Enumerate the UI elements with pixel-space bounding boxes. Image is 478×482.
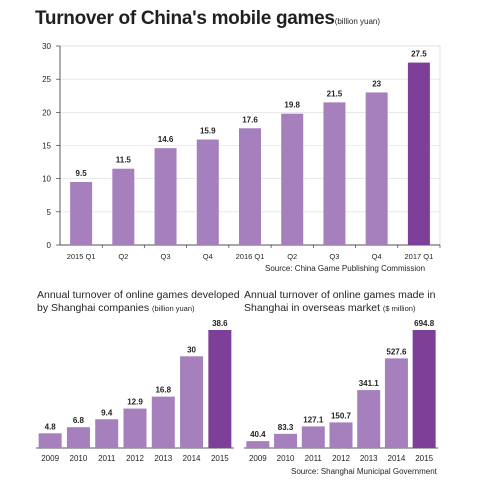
bar (70, 181, 93, 245)
bar-value-label: 341.1 (359, 379, 380, 388)
main-chart-source: Source: China Game Publishing Commission (265, 264, 426, 273)
bar (66, 427, 90, 448)
bar (384, 358, 408, 448)
bar (365, 92, 388, 245)
bar (95, 419, 119, 448)
bar (329, 422, 353, 448)
x-tick-label: 2017 Q1 (404, 252, 433, 261)
y-tick-label: 5 (47, 208, 52, 217)
main-bar-chart: 0 5 10 15 20 25 30 9.5 2015 Q1 11.5 Q2 14.6 Q3 15.9 Q4… (42, 42, 441, 261)
x-tick-label: 2015 (211, 454, 229, 463)
x-tick-label: 2016 Q1 (236, 252, 265, 261)
bar (301, 426, 325, 448)
x-tick-label: Q2 (118, 252, 128, 261)
x-tick-label: 2015 Q1 (67, 252, 96, 261)
right-chart-unit: ($ million) (382, 304, 416, 313)
bar-value-label: 15.9 (200, 127, 216, 136)
x-tick-label: 2010 (277, 454, 295, 463)
bar-value-label: 127.1 (303, 415, 324, 424)
left-bar-chart: 4.8 2009 6.8 2010 9.4 2011 12.9 2012 16.8 2013 30 2… (36, 319, 234, 463)
x-tick-label: 2009 (41, 454, 59, 463)
bar (274, 433, 298, 448)
bar-value-label: 527.6 (386, 347, 407, 356)
bar-value-label: 38.6 (212, 319, 228, 328)
bar-value-label: 6.8 (73, 416, 85, 425)
bar-value-label: 40.4 (250, 430, 266, 439)
x-tick-label: 2011 (305, 454, 323, 463)
bar-value-label: 21.5 (327, 89, 343, 98)
bar-value-label: 30 (187, 345, 196, 354)
x-tick-label: 2014 (183, 454, 201, 463)
bar-value-label: 150.7 (331, 411, 352, 420)
y-tick-label: 15 (42, 142, 51, 151)
x-tick-label: 2012 (126, 454, 144, 463)
x-tick-label: 2014 (388, 454, 406, 463)
x-tick-label: 2015 (415, 454, 433, 463)
bar-value-label: 11.5 (116, 156, 132, 165)
bar-value-label: 12.9 (127, 398, 143, 407)
left-chart-title: Annual turnover of online games develope… (37, 289, 240, 314)
bar-value-label: 19.8 (284, 101, 300, 110)
left-chart-unit: (billion yuan) (152, 304, 195, 313)
x-tick-label: Q2 (287, 252, 297, 261)
bar (151, 396, 175, 448)
right-chart-source: Source: Shanghai Municipal Government (291, 467, 437, 476)
x-tick-label: Q3 (161, 252, 171, 261)
bar-value-label: 694.8 (414, 319, 435, 328)
y-tick-label: 25 (42, 75, 51, 84)
bar-value-label: 17.6 (242, 115, 258, 124)
y-tick-label: 10 (42, 175, 51, 184)
x-tick-label: Q4 (372, 252, 382, 261)
x-tick-label: 2011 (98, 454, 116, 463)
bar-value-label: 14.6 (158, 135, 174, 144)
x-tick-label: 2013 (154, 454, 172, 463)
x-tick-label: Q3 (329, 252, 339, 261)
bar (239, 128, 261, 245)
bar (112, 168, 135, 245)
main-chart-unit: (billion yuan) (334, 17, 381, 26)
main-chart-title: Turnover of China's mobile games(billion… (35, 8, 381, 29)
bar (180, 356, 204, 448)
x-tick-label: 2009 (249, 454, 267, 463)
bar (38, 433, 62, 448)
y-tick-label: 30 (42, 42, 51, 51)
right-bar-chart: 40.4 2009 83.3 2010 127.1 2011 150.7 2012 341.1 2… (244, 319, 438, 463)
bar-value-label: 23 (372, 79, 381, 88)
bar (407, 62, 430, 245)
x-tick-label: 2010 (70, 454, 88, 463)
bar (208, 330, 232, 448)
x-tick-label: Q4 (203, 252, 213, 261)
bar-value-label: 9.4 (101, 408, 113, 417)
x-tick-label: 2012 (332, 454, 350, 463)
bar (246, 441, 270, 448)
bar (323, 102, 346, 245)
y-tick-label: 20 (42, 108, 51, 117)
bar-value-label: 16.8 (155, 386, 171, 395)
bar (412, 330, 436, 448)
bar-value-label: 27.5 (411, 50, 427, 59)
bar-value-label: 83.3 (278, 423, 294, 432)
bar (154, 148, 177, 245)
bar (357, 390, 381, 448)
bar-value-label: 9.5 (76, 169, 88, 178)
bar (123, 408, 147, 448)
bar (196, 139, 219, 245)
bar (281, 113, 304, 245)
bar-value-label: 4.8 (45, 422, 57, 431)
x-tick-label: 2013 (360, 454, 378, 463)
y-tick-label: 0 (47, 241, 52, 250)
right-chart-title: Annual turnover of online games made in … (244, 289, 436, 314)
